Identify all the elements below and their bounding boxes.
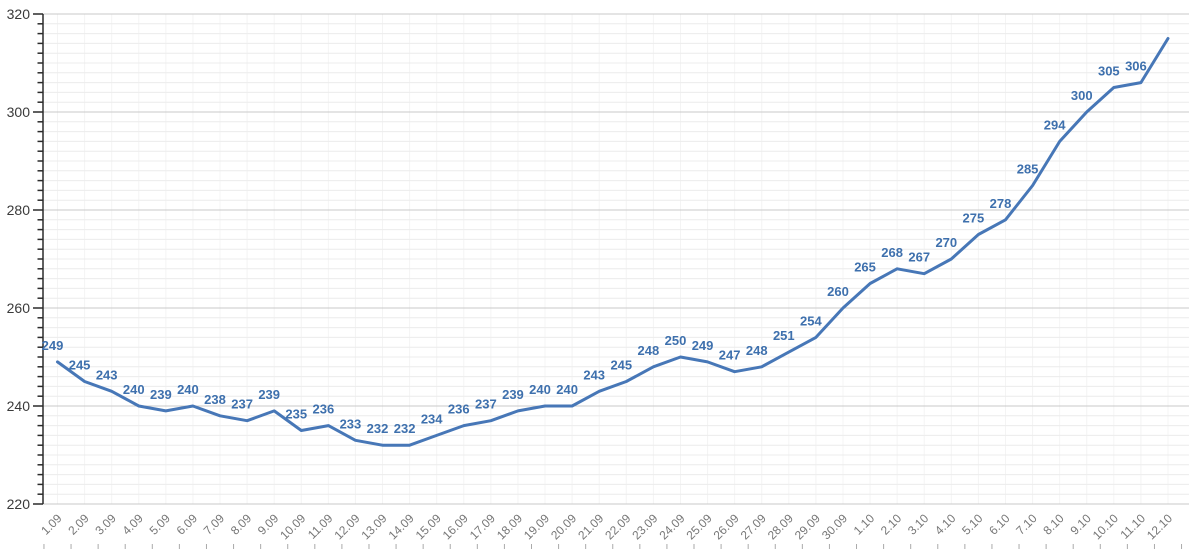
x-tick-label: 19.09: [521, 511, 552, 542]
x-tick-label: 13.09: [359, 511, 390, 542]
minor-gridlines: [43, 23, 1189, 495]
data-point-label: 236: [448, 402, 470, 417]
data-point-label: 247: [719, 348, 741, 363]
data-point-label: 240: [529, 382, 551, 397]
data-point-label: 265: [854, 260, 876, 275]
data-point-label: 275: [963, 211, 985, 226]
x-tick-label: 6.10: [986, 511, 1013, 538]
data-point-label: 232: [367, 421, 389, 436]
data-point-label: 254: [800, 313, 822, 328]
data-point-label: 249: [42, 338, 64, 353]
data-point-label: 306: [1125, 59, 1147, 74]
x-tick-label: 21.09: [575, 511, 606, 542]
data-point-label: 243: [96, 367, 118, 382]
x-tick-label: 8.10: [1040, 511, 1067, 538]
x-tick-label: 4.09: [119, 511, 146, 538]
x-tick-label: 14.09: [386, 511, 417, 542]
x-tick-label: 26.09: [711, 511, 742, 542]
x-tick-label: 7.10: [1013, 511, 1040, 538]
data-point-label: 249: [692, 338, 714, 353]
data-point-label: 239: [150, 387, 172, 402]
x-tick-label: 17.09: [467, 511, 498, 542]
major-gridlines: [43, 13, 1189, 505]
x-tick-label: 6.09: [174, 511, 201, 538]
x-tick-label: 10.10: [1090, 511, 1121, 542]
x-tick-label: 27.09: [738, 511, 769, 542]
data-point-label: 240: [177, 382, 199, 397]
data-point-label: 285: [1017, 162, 1039, 177]
data-point-label: 236: [313, 402, 335, 417]
data-point-label: 248: [638, 343, 660, 358]
x-tick-label: 5.10: [959, 511, 986, 538]
data-point-label: 237: [231, 397, 253, 412]
x-tick-label: 20.09: [548, 511, 579, 542]
data-labels: 249 245 243 240 239 240 238 237 239 235 236 233 232 2…: [42, 59, 1147, 437]
data-point-label: 305: [1098, 64, 1120, 79]
data-point-label: 245: [69, 358, 91, 373]
data-point-label: 270: [935, 235, 957, 250]
data-point-label: 240: [556, 382, 578, 397]
y-tick-label: 320: [7, 6, 31, 22]
y-tick-label: 300: [7, 104, 31, 120]
x-tick-label: 12.09: [331, 511, 362, 542]
x-tick-label: 28.09: [765, 511, 796, 542]
x-tick-label: 11.10: [1118, 511, 1149, 542]
data-point-label: 278: [990, 196, 1012, 211]
x-tick-label: 12.10: [1144, 511, 1175, 542]
y-tick-label: 240: [7, 398, 31, 414]
y-tick-label: 220: [7, 496, 31, 512]
x-tick-label: 1.09: [38, 511, 65, 538]
x-tick-label: 10.09: [277, 511, 308, 542]
series-path: [56, 37, 1170, 447]
data-point-label: 268: [881, 245, 903, 260]
x-tick-label: 4.10: [932, 511, 959, 538]
data-point-label: 245: [610, 358, 632, 373]
x-tick-label: 11.09: [305, 511, 336, 542]
x-tick-label: 29.09: [792, 511, 823, 542]
y-tick-label: 280: [7, 202, 31, 218]
data-point-label: 300: [1071, 88, 1093, 103]
y-axis-tick-labels: 320 300 280 260 240 220: [7, 6, 31, 512]
y-axis: [33, 13, 44, 505]
data-point-label: 267: [908, 250, 930, 265]
x-tick-label: 2.10: [878, 511, 905, 538]
x-tick-label: 1.10: [851, 511, 878, 538]
data-point-label: 233: [340, 416, 362, 431]
x-tick-label: 25.09: [684, 511, 715, 542]
x-tick-label: 2.09: [65, 511, 92, 538]
x-tick-label: 24.09: [656, 511, 687, 542]
data-point-label: 260: [827, 284, 849, 299]
x-axis-boundary-ticks: [43, 544, 1183, 549]
data-point-label: 234: [421, 411, 443, 426]
x-tick-label: 3.09: [92, 511, 119, 538]
data-point-label: 243: [583, 367, 605, 382]
data-point-label: 239: [258, 387, 280, 402]
x-tick-label: 18.09: [494, 511, 525, 542]
data-point-label: 237: [475, 397, 497, 412]
x-tick-label: 8.09: [228, 511, 255, 538]
x-axis-tick-labels: 1.09 2.09 3.09 4.09 5.09 6.09 7.09 8.09 9.0910.0…: [38, 511, 1175, 542]
data-point-label: 294: [1044, 117, 1066, 132]
x-tick-label: 30.09: [819, 511, 850, 542]
data-point-label: 239: [502, 387, 524, 402]
x-tick-label: 16.09: [440, 511, 471, 542]
data-point-label: 248: [746, 343, 768, 358]
x-tick-label: 5.09: [147, 511, 174, 538]
data-point-label: 240: [123, 382, 145, 397]
data-point-label: 251: [773, 328, 795, 343]
x-tick-label: 22.09: [602, 511, 633, 542]
data-point-label: 238: [204, 392, 226, 407]
x-tick-label: 7.09: [201, 511, 228, 538]
series-line: [56, 37, 1170, 447]
y-tick-label: 260: [7, 300, 31, 316]
data-point-label: 232: [394, 421, 416, 436]
data-point-label: 235: [285, 407, 307, 422]
x-tick-label: 15.09: [413, 511, 444, 542]
x-tick-label: 23.09: [629, 511, 660, 542]
data-point-label: 250: [665, 333, 687, 348]
x-tick-label: 3.10: [905, 511, 932, 538]
